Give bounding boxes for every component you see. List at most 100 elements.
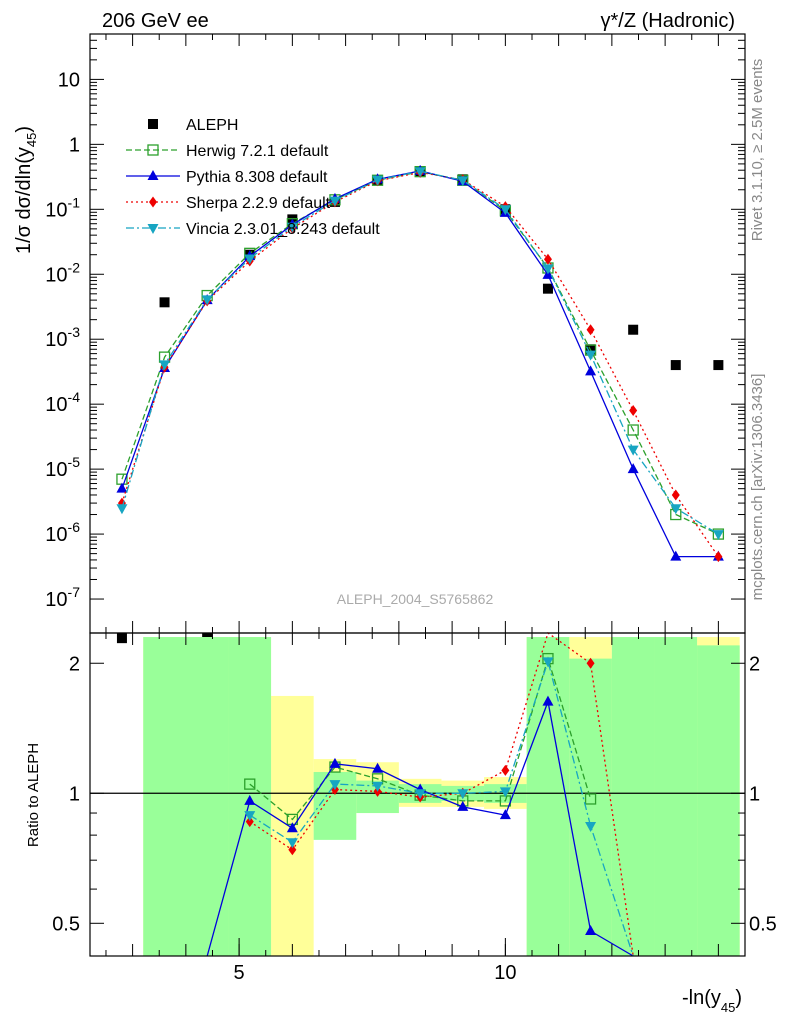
main-y-axis-label-end: ) bbox=[13, 126, 35, 133]
ratio-data-point bbox=[414, 789, 426, 800]
legend-label: Sherpa 2.2.9 default bbox=[186, 195, 331, 212]
main-data-point bbox=[329, 196, 341, 207]
ratio-data-point bbox=[457, 789, 469, 800]
ratio-band-inner-bin bbox=[143, 637, 229, 956]
ratio-y-axis-label: Ratio to ALEPH bbox=[25, 743, 42, 847]
ratio-x-tick-label: 5 bbox=[234, 962, 245, 984]
main-y-tick-base: 10 bbox=[45, 329, 67, 351]
ratio-band-inner-bin bbox=[697, 645, 740, 956]
legend-marker bbox=[148, 119, 158, 129]
ratio-band-inner-bin bbox=[526, 637, 570, 956]
main-data-point bbox=[116, 482, 128, 493]
legend-marker bbox=[149, 196, 157, 208]
main-y-tick-label: 1 bbox=[69, 134, 80, 156]
ratio-y-tick-label: 0.5 bbox=[52, 913, 80, 935]
ratio-data-point bbox=[586, 657, 595, 669]
main-data-point bbox=[586, 324, 595, 336]
ratio-plot-frame bbox=[89, 632, 746, 957]
main-data-point bbox=[286, 222, 298, 233]
main-data-point bbox=[670, 550, 682, 561]
main-data-point bbox=[714, 551, 723, 563]
main-data-point bbox=[372, 175, 384, 186]
main-data-point bbox=[159, 297, 170, 308]
main-y-tick-base: 10 bbox=[58, 69, 80, 91]
main-y-tick-label: 10-6 bbox=[45, 519, 80, 546]
legend-marker bbox=[147, 224, 159, 234]
ratio-data-point bbox=[542, 657, 554, 668]
ratio-panel: 2 2 1 1 0.5 0.5 5 10 Ratio to ALEPH -ln(y45) bbox=[25, 631, 777, 1015]
main-y-axis-label-main: 1/σ dσ/dln(y bbox=[13, 147, 35, 254]
main-y-tick-base: 10 bbox=[45, 459, 67, 481]
main-y-tick-exp: -2 bbox=[68, 259, 81, 275]
main-data-point bbox=[628, 324, 639, 335]
main-y-axis-label-sub: 45 bbox=[24, 133, 39, 147]
ratio-y-tick-label: 1 bbox=[69, 783, 80, 805]
ratio-y-tick-label-right: 0.5 bbox=[749, 913, 777, 935]
main-data-point bbox=[585, 350, 597, 361]
legend-marker bbox=[147, 170, 159, 180]
main-y-tick-label: 10 bbox=[58, 69, 80, 91]
legend-label: ALEPH bbox=[186, 117, 238, 134]
main-y-tick-label: 10-1 bbox=[45, 194, 80, 221]
main-data-point bbox=[499, 205, 511, 216]
header-left-label: 206 GeV ee bbox=[102, 10, 209, 32]
main-data-point bbox=[713, 360, 724, 371]
ratio-data-point bbox=[372, 781, 384, 792]
main-y-tick-base: 10 bbox=[45, 394, 67, 416]
ratio-data-point bbox=[499, 787, 511, 798]
header-right-label: γ*/Z (Hadronic) bbox=[601, 10, 735, 32]
ratio-series-line bbox=[249, 631, 634, 957]
main-y-tick-label: 10-3 bbox=[45, 324, 80, 351]
watermark-label: ALEPH_2004_S5765862 bbox=[337, 591, 494, 607]
main-data-point bbox=[670, 360, 681, 371]
main-data-point bbox=[116, 504, 128, 515]
legend-label: Vincia 2.3.01_8.243 default bbox=[186, 221, 380, 238]
main-data-point bbox=[629, 404, 638, 416]
main-data-point bbox=[543, 253, 552, 265]
main-data-point bbox=[159, 360, 171, 371]
main-data-point bbox=[712, 530, 724, 541]
ratio-data-point bbox=[286, 838, 298, 849]
main-y-tick-exp: -6 bbox=[68, 519, 81, 535]
x-axis-label: -ln(y45) bbox=[682, 987, 742, 1015]
main-data-point bbox=[670, 504, 682, 515]
ratio-series-line bbox=[249, 659, 634, 957]
ratio-data-point bbox=[585, 924, 597, 935]
legend: ALEPH Herwig 7.2.1 default Pythia 8.308 de… bbox=[126, 117, 380, 238]
ratio-data-point bbox=[457, 800, 469, 811]
main-y-tick-base: 10 bbox=[45, 524, 67, 546]
ratio-band-inner-bin bbox=[654, 637, 698, 956]
main-data-point bbox=[244, 254, 256, 265]
main-y-tick-base: 10 bbox=[45, 589, 67, 611]
legend-marker bbox=[147, 144, 159, 156]
legend-label: Pythia 8.308 default bbox=[186, 169, 328, 186]
main-y-tick-exp: -5 bbox=[68, 454, 81, 470]
main-data-point bbox=[671, 489, 680, 501]
ratio-data-point bbox=[329, 757, 341, 768]
main-y-tick-label: 10-2 bbox=[45, 259, 80, 286]
ratio-data-point bbox=[244, 794, 256, 805]
ratio-data-point bbox=[288, 844, 297, 856]
ratio-data-point bbox=[286, 822, 298, 833]
x-axis-label-sub: 45 bbox=[721, 1000, 735, 1015]
main-data-point bbox=[116, 633, 127, 644]
mcplots-side-label: mcplots.cern.ch [arXiv:1306.3436] bbox=[749, 374, 766, 601]
main-data-point bbox=[457, 176, 469, 187]
ratio-band-inner-bin bbox=[611, 637, 655, 956]
x-axis-label-main: -ln(y bbox=[682, 987, 721, 1009]
main-y-tick-exp: -3 bbox=[68, 324, 81, 340]
ratio-x-tick-label: 10 bbox=[494, 962, 516, 984]
main-data-point bbox=[414, 167, 426, 178]
main-series-line bbox=[121, 171, 719, 557]
ratio-data-point bbox=[244, 778, 256, 790]
ratio-data-point bbox=[501, 764, 510, 776]
main-y-tick-exp: -7 bbox=[68, 584, 81, 600]
x-axis-label-end: ) bbox=[735, 987, 742, 1009]
ratio-data-point bbox=[542, 695, 554, 706]
main-y-tick-exp: -1 bbox=[68, 194, 81, 210]
main-y-tick-base: 10 bbox=[45, 264, 67, 286]
main-y-tick-exp: -4 bbox=[68, 389, 81, 405]
ratio-data-point bbox=[329, 780, 341, 791]
main-panel: ALEPH_2004_S5765862 10110-110-210-310-41… bbox=[13, 33, 746, 644]
